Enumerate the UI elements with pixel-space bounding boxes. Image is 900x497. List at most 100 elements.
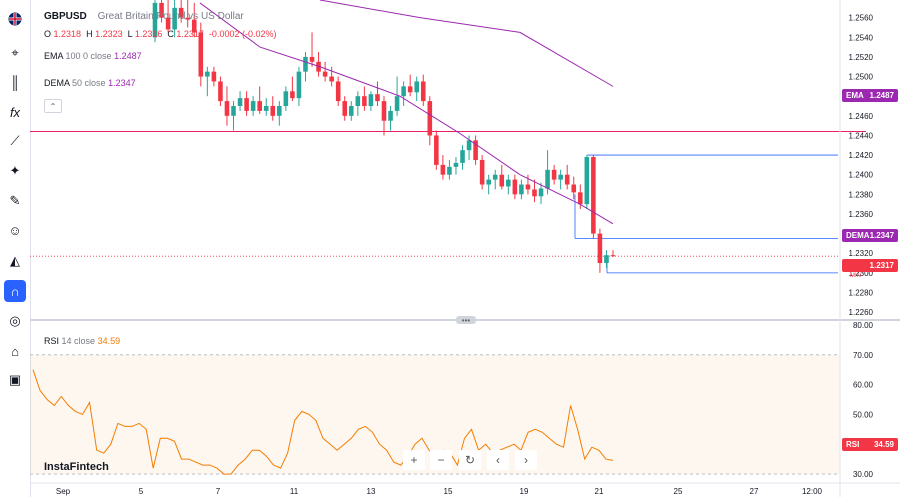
candle[interactable] (381, 96, 387, 136)
zoom-out-button[interactable]: − (430, 450, 452, 470)
o-label: O (44, 29, 52, 39)
time-tick-label: 27 (750, 487, 759, 496)
candle[interactable] (224, 86, 230, 126)
candle[interactable] (270, 96, 276, 121)
candle[interactable] (185, 0, 191, 28)
candle[interactable] (355, 91, 361, 116)
candle[interactable] (231, 101, 236, 131)
candle[interactable] (597, 228, 603, 273)
candle[interactable] (610, 250, 616, 258)
candle[interactable] (309, 32, 315, 67)
candle[interactable] (205, 66, 210, 97)
brush-icon[interactable]: ✦ (9, 163, 21, 178)
candle[interactable] (558, 169, 563, 190)
collapse-legend-button[interactable]: ⌃ (44, 99, 62, 113)
symbol[interactable]: GBPUSD (44, 11, 87, 22)
candles-icon[interactable]: ║ (10, 74, 20, 90)
candle[interactable] (198, 22, 204, 87)
rsi-line[interactable] (32, 369, 614, 475)
candle[interactable] (244, 91, 249, 116)
magnet-icon[interactable]: ∩ (4, 280, 26, 302)
candle[interactable] (322, 61, 328, 82)
candle[interactable] (237, 91, 243, 111)
candle[interactable] (342, 96, 348, 121)
candle[interactable] (434, 130, 439, 170)
candle[interactable] (178, 0, 184, 23)
candle[interactable] (460, 145, 465, 170)
candle[interactable] (165, 0, 171, 33)
candle[interactable] (401, 81, 406, 106)
candle[interactable] (335, 76, 341, 106)
candle[interactable] (414, 76, 420, 102)
candle[interactable] (591, 155, 596, 239)
candle[interactable] (283, 86, 289, 111)
ema-line[interactable] (199, 2, 614, 225)
candle[interactable] (499, 164, 505, 190)
emoji-icon[interactable]: ☺ (8, 222, 22, 238)
candle[interactable] (447, 159, 452, 180)
dema-line[interactable] (319, 0, 614, 87)
candle[interactable] (427, 96, 433, 146)
candle[interactable] (473, 135, 478, 165)
candle[interactable] (348, 101, 354, 121)
flag-icon[interactable] (4, 8, 26, 30)
dema-legend[interactable]: DEMA 50 close 1.2347 (44, 78, 136, 88)
candle[interactable] (152, 0, 158, 43)
drawing-icon[interactable]: ⟋ (10, 133, 20, 148)
candle[interactable] (263, 98, 269, 116)
candle[interactable] (577, 184, 583, 210)
candle[interactable] (211, 66, 217, 87)
eye-icon[interactable]: ◎ (9, 313, 21, 328)
candle[interactable] (525, 174, 531, 195)
rsi-legend[interactable]: RSI 14 close 34.59 (44, 336, 120, 346)
candle[interactable] (506, 174, 511, 195)
candle[interactable] (277, 101, 282, 126)
candle[interactable] (519, 179, 524, 200)
candle[interactable] (492, 169, 498, 190)
formula-icon[interactable]: fx (9, 104, 21, 120)
candle[interactable] (159, 0, 164, 23)
candle[interactable] (571, 176, 577, 200)
candle[interactable] (329, 66, 334, 87)
trash-icon[interactable]: ⌂ (11, 343, 19, 359)
candle[interactable] (172, 0, 177, 38)
pencil-icon[interactable]: ✎ (9, 193, 21, 208)
candle[interactable] (257, 86, 262, 114)
cursor-icon[interactable]: ⌖ (11, 45, 19, 60)
candle[interactable] (368, 91, 374, 111)
candle[interactable] (479, 155, 485, 190)
zoom-in-button[interactable]: + (403, 450, 425, 470)
candle[interactable] (512, 174, 518, 200)
candle[interactable] (296, 66, 302, 106)
ema-legend[interactable]: EMA 100 0 close 1.2487 (44, 51, 142, 61)
candle[interactable] (388, 106, 393, 131)
candle[interactable] (218, 76, 223, 106)
camera-icon[interactable]: ▣ (8, 372, 22, 387)
candle[interactable] (290, 76, 295, 102)
candle[interactable] (375, 81, 380, 106)
candle[interactable] (394, 76, 400, 116)
pane-resize-handle[interactable]: ••• (456, 316, 476, 325)
reset-button[interactable]: ↻ (459, 450, 481, 470)
candle[interactable] (564, 164, 570, 190)
candle[interactable] (250, 96, 256, 116)
scroll-right-button[interactable]: › (515, 450, 537, 470)
candle[interactable] (440, 155, 446, 180)
candle[interactable] (604, 250, 609, 268)
candle[interactable] (584, 155, 590, 210)
candle[interactable] (551, 164, 557, 185)
candle[interactable] (538, 182, 544, 205)
candle[interactable] (316, 52, 321, 77)
scroll-left-button[interactable]: ‹ (487, 450, 509, 470)
candle[interactable] (486, 174, 491, 195)
candle[interactable] (420, 74, 426, 106)
candle[interactable] (453, 157, 459, 175)
candle[interactable] (407, 74, 413, 97)
candle[interactable] (362, 86, 367, 111)
candle[interactable] (191, 2, 197, 38)
candle[interactable] (545, 150, 550, 195)
candle[interactable] (303, 52, 308, 82)
pattern-icon[interactable]: ◭ (10, 253, 20, 268)
candle[interactable] (532, 179, 537, 203)
